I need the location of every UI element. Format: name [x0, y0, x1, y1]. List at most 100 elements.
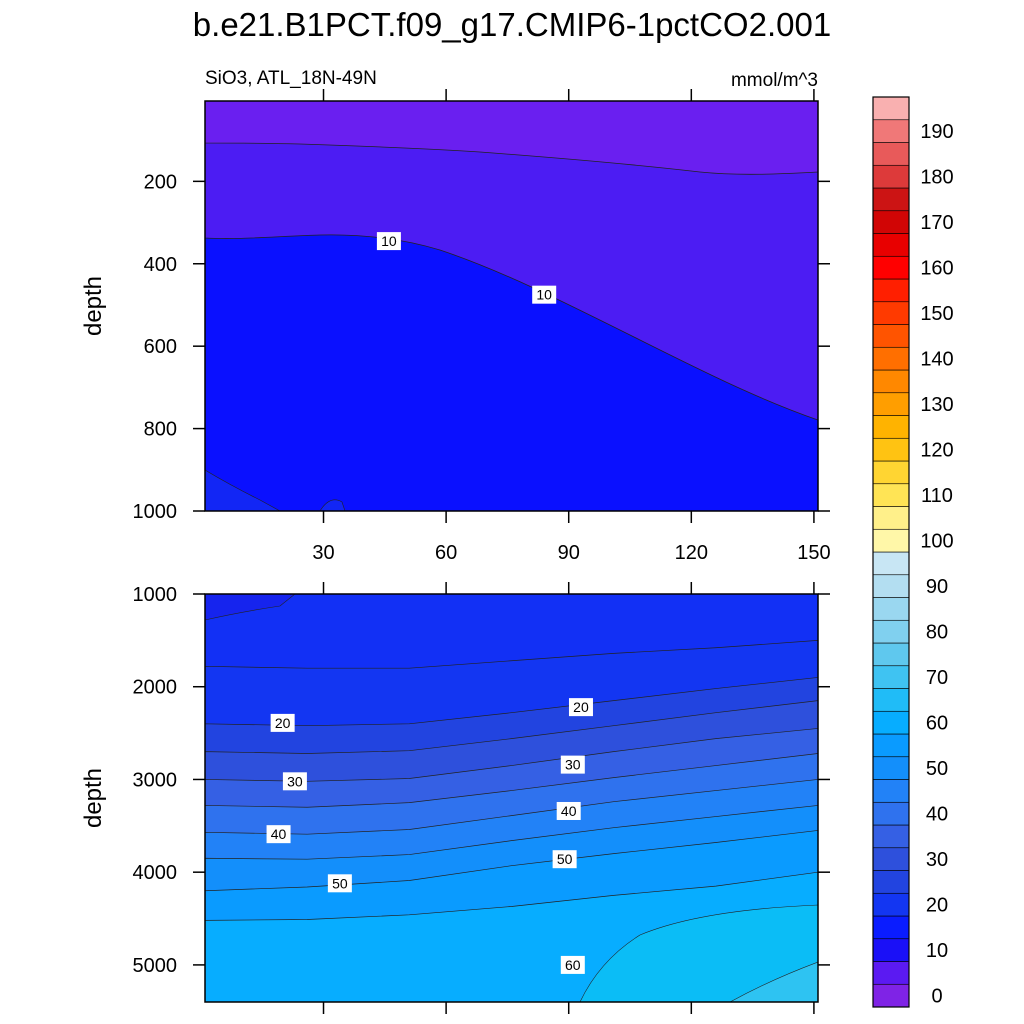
colorbar-label: 180: [920, 167, 953, 189]
lower-y-axis-label: depth: [80, 768, 107, 828]
colorbar-label: 190: [920, 121, 953, 143]
upper-contour-label: 10: [536, 287, 552, 303]
upper-y-tick-label: 600: [144, 336, 177, 358]
colorbar-swatch: [872, 983, 910, 1008]
colorbar-swatch: [872, 642, 910, 667]
colorbar-swatch: [872, 96, 910, 121]
colorbar-label: 140: [920, 349, 953, 371]
lower-contour-label-bg: [327, 874, 352, 893]
lower-contour-label-bg: [552, 850, 577, 869]
lower-y-tick-label: 2000: [133, 677, 178, 699]
lower-contour-label: 50: [557, 851, 573, 867]
lower-contour-label-bg: [568, 698, 593, 717]
upper-y-tick-label: 800: [144, 419, 177, 441]
colorbar-label: 30: [926, 849, 948, 871]
colorbar-swatch: [872, 437, 910, 462]
colorbar-label: 160: [920, 258, 953, 280]
colorbar-label: 70: [926, 667, 948, 689]
colorbar-swatch: [872, 324, 910, 348]
colorbar-label: 60: [926, 713, 948, 735]
upper-x-axis: 30 60 90 120 150: [312, 89, 831, 564]
upper-contour-label: 10: [381, 233, 397, 249]
colorbar-label: 10: [926, 940, 948, 962]
upper-y-tick-label: 1000: [133, 501, 178, 523]
lower-frame: [204, 593, 819, 1003]
upper-frame: [204, 100, 819, 512]
colorbar-swatch: [872, 574, 910, 598]
lower-y-tick-label: 1000: [133, 584, 178, 606]
colorbar-swatch: [872, 460, 910, 485]
colorbar-label: 100: [920, 531, 953, 553]
upper-x-tick-label: 60: [435, 542, 457, 564]
lower-contour-label: 20: [573, 699, 589, 715]
colorbar-swatch: [872, 847, 910, 871]
upper-y-tick-label: 200: [144, 171, 177, 193]
upper-y-tick-label: 400: [144, 254, 177, 276]
lower-contour-label: 60: [565, 957, 581, 973]
colorbar-swatch: [872, 938, 910, 962]
colorbar-swatch: [872, 892, 910, 917]
lower-y-tick-label: 5000: [133, 955, 178, 977]
colorbar-swatch: [872, 483, 910, 507]
colorbar-swatch: [872, 346, 910, 371]
colorbar-label: 40: [926, 804, 948, 826]
lower-contour-label-bg: [282, 772, 307, 791]
colorbar-swatch: [872, 710, 910, 735]
lower-contour-label-bg: [560, 955, 585, 974]
upper-y-axis: 200 400 600 800 1000: [133, 171, 830, 523]
upper-contour-label-bg: [532, 285, 557, 304]
lower-contour-label-bg: [560, 755, 585, 774]
colorbar-swatch: [872, 415, 910, 439]
colorbar-label: 150: [920, 303, 953, 325]
upper-bottom-pocket: [205, 469, 281, 511]
colorbar-swatch: [872, 506, 910, 530]
upper-contour-labels: 10 10: [376, 232, 557, 304]
colorbar-swatch: [872, 210, 910, 234]
colorbar-swatch: [872, 619, 910, 644]
colorbar-label: 50: [926, 758, 948, 780]
colorbar-swatch: [872, 164, 910, 189]
lower-contour-label: 30: [565, 757, 581, 773]
lower-contour-label: 50: [332, 875, 348, 891]
colorbar-swatch: [872, 597, 910, 621]
colorbar-swatch: [872, 756, 910, 780]
colorbar-label: 120: [920, 440, 953, 462]
lower-contour-label-bg: [266, 825, 291, 844]
lower-contour-label-bg: [270, 713, 295, 732]
colorbar-swatch: [872, 278, 910, 303]
upper-panel: 10 10 30 60 90 120 150 200 400 600 800 1000 depth: [80, 89, 831, 564]
lower-contour-label: 40: [561, 803, 577, 819]
colorbar-label: 130: [920, 394, 953, 416]
colorbar-frame: [872, 96, 910, 1008]
chart-title: b.e21.B1PCT.f09_g17.CMIP6-1pctCO2.001: [193, 6, 831, 43]
colorbar-swatch: [872, 688, 910, 712]
lower-contour-labels: 20 30 40 50 20 30 40 50 60: [266, 698, 593, 974]
colorbar-swatch: [872, 392, 910, 416]
colorbar-label: 170: [920, 212, 953, 234]
subtitle-units: mmol/m^3: [731, 70, 818, 91]
lower-60-region: [579, 904, 818, 1002]
upper-x-tick-label: 150: [797, 542, 830, 564]
colorbar-swatch: [872, 233, 910, 257]
colorbar-label: 90: [926, 576, 948, 598]
upper-contour-label-bg: [376, 232, 401, 251]
colorbar-swatch: [872, 142, 910, 166]
upper-bottom-pocket-2: [319, 499, 346, 511]
colorbar-swatch: [872, 824, 910, 849]
lower-y-tick-label: 3000: [133, 769, 178, 791]
colorbar-swatch: [872, 528, 910, 553]
upper-x-tick-label: 30: [312, 542, 334, 564]
colorbar-swatch: [872, 733, 910, 758]
upper-x-tick-label: 120: [675, 542, 708, 564]
colorbar-swatch: [872, 779, 910, 803]
upper-5-region: [205, 101, 818, 175]
colorbar-swatch: [872, 801, 910, 826]
colorbar-label: 110: [921, 485, 953, 507]
colorbar-swatch: [872, 301, 910, 325]
colorbar-label: 0: [931, 986, 942, 1008]
subtitle-variable: SiO3, ATL_18N-49N: [205, 68, 377, 89]
colorbar-swatch: [872, 369, 910, 394]
colorbar-swatch: [872, 915, 910, 940]
